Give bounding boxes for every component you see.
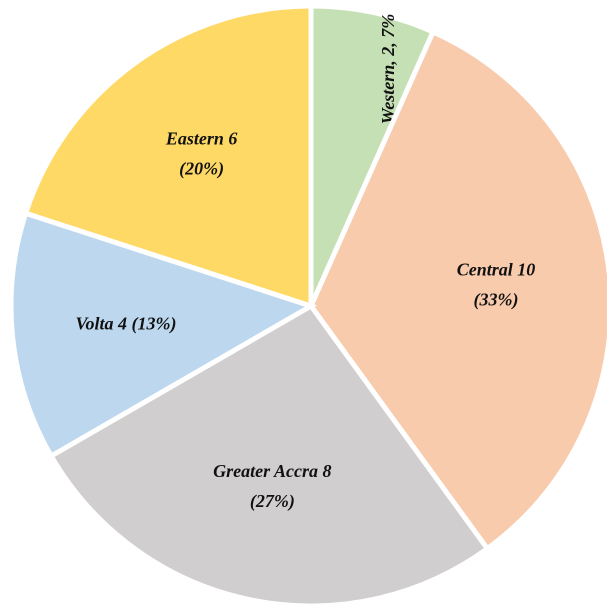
data-label: Volta 4 (13%) <box>76 314 177 335</box>
data-label: Western, 2, 7% <box>378 14 398 125</box>
pie-slice <box>308 28 607 553</box>
data-label: Greater Accra 8 <box>213 461 331 481</box>
pie-slice <box>8 210 318 460</box>
pie-slice <box>22 3 314 310</box>
data-label: (27%) <box>250 491 295 512</box>
data-label: Eastern 6 <box>165 129 238 149</box>
data-label: (20%) <box>179 159 224 180</box>
data-label: Central 10 <box>457 260 536 280</box>
data-label: (33%) <box>473 290 518 311</box>
pie-slice <box>47 302 491 609</box>
